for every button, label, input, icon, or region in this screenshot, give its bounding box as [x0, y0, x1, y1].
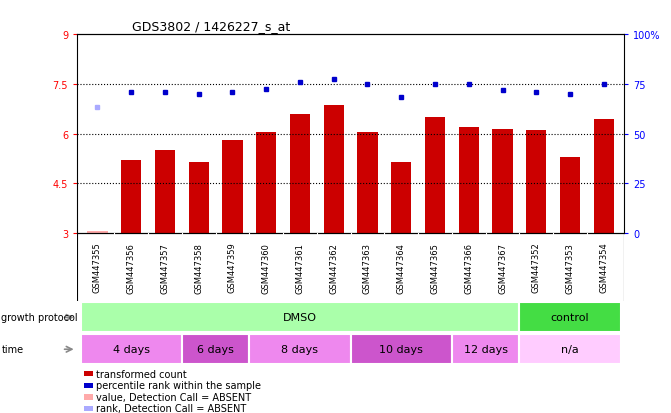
- Bar: [560, 157, 580, 233]
- Text: GSM447359: GSM447359: [228, 242, 237, 293]
- Bar: [358, 133, 378, 233]
- Bar: [290, 114, 310, 233]
- Bar: [391, 162, 411, 233]
- Text: 8 days: 8 days: [281, 344, 319, 354]
- Text: GSM447357: GSM447357: [160, 242, 170, 293]
- Text: time: time: [1, 344, 23, 354]
- Text: GSM447365: GSM447365: [431, 242, 440, 293]
- Text: growth protocol: growth protocol: [1, 313, 78, 323]
- Text: GSM447362: GSM447362: [329, 242, 338, 293]
- Bar: [519, 335, 621, 364]
- Text: GSM447354: GSM447354: [599, 242, 609, 293]
- Text: n/a: n/a: [561, 344, 579, 354]
- Bar: [87, 232, 107, 233]
- Bar: [81, 303, 519, 332]
- Text: rank, Detection Call = ABSENT: rank, Detection Call = ABSENT: [96, 404, 246, 413]
- Text: GSM447356: GSM447356: [127, 242, 136, 293]
- Text: 4 days: 4 days: [113, 344, 150, 354]
- Bar: [526, 131, 546, 233]
- Bar: [425, 118, 445, 233]
- Bar: [222, 141, 243, 233]
- Bar: [182, 335, 250, 364]
- Text: 6 days: 6 days: [197, 344, 234, 354]
- Text: GSM447363: GSM447363: [363, 242, 372, 293]
- Text: 12 days: 12 days: [464, 344, 508, 354]
- Bar: [256, 133, 276, 233]
- Text: GSM447358: GSM447358: [194, 242, 203, 293]
- Text: GSM447355: GSM447355: [93, 242, 102, 293]
- Bar: [250, 335, 351, 364]
- Text: DMSO: DMSO: [283, 313, 317, 323]
- Bar: [493, 129, 513, 233]
- Bar: [323, 106, 344, 233]
- Bar: [189, 162, 209, 233]
- Text: GSM447366: GSM447366: [464, 242, 473, 293]
- Text: GSM447367: GSM447367: [498, 242, 507, 293]
- Bar: [81, 335, 182, 364]
- Text: transformed count: transformed count: [96, 369, 187, 379]
- Text: GSM447352: GSM447352: [531, 242, 541, 293]
- Bar: [594, 119, 614, 233]
- Bar: [519, 303, 621, 332]
- Text: GSM447364: GSM447364: [397, 242, 406, 293]
- Bar: [351, 335, 452, 364]
- Text: percentile rank within the sample: percentile rank within the sample: [96, 380, 261, 390]
- Text: GSM447361: GSM447361: [295, 242, 305, 293]
- Bar: [155, 151, 175, 233]
- Bar: [458, 128, 479, 233]
- Text: GSM447353: GSM447353: [566, 242, 574, 293]
- Bar: [121, 161, 142, 233]
- Text: value, Detection Call = ABSENT: value, Detection Call = ABSENT: [96, 392, 251, 402]
- Text: 10 days: 10 days: [379, 344, 423, 354]
- Bar: [452, 335, 519, 364]
- Text: control: control: [551, 313, 589, 323]
- Text: GSM447360: GSM447360: [262, 242, 270, 293]
- Text: GDS3802 / 1426227_s_at: GDS3802 / 1426227_s_at: [132, 19, 290, 33]
